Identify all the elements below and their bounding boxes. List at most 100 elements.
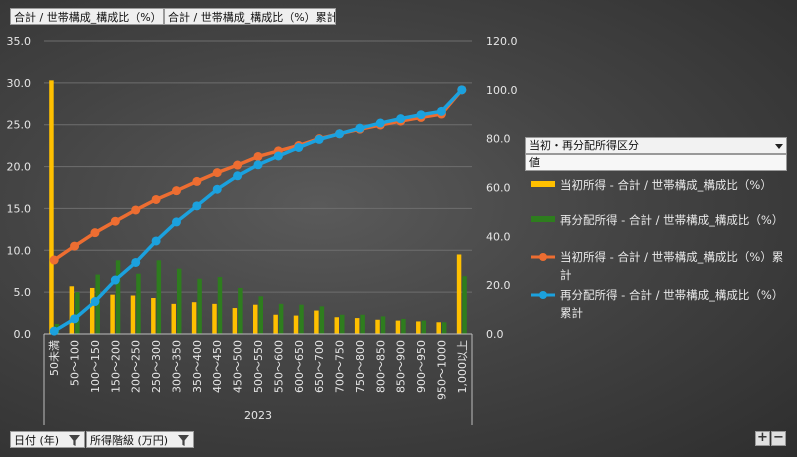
point-redistributed-cumulative bbox=[253, 160, 263, 170]
x-category-label: 650～700 bbox=[313, 340, 326, 393]
bar-redistributed-income bbox=[217, 277, 223, 334]
x-category-label: 100～150 bbox=[89, 340, 102, 393]
x-category-label: 250～300 bbox=[150, 340, 163, 393]
bar-initial-income bbox=[130, 295, 136, 334]
legend-item-label: 再分配所得 - 合計 / 世帯構成_構成比（%） bbox=[560, 213, 784, 227]
legend-field-label: 当初・再分配所得区分 bbox=[529, 139, 639, 152]
bar-redistributed-income bbox=[197, 278, 202, 334]
bar-redistributed-income bbox=[380, 316, 386, 334]
bar-redistributed-income bbox=[238, 287, 243, 334]
legend-field-dropdown[interactable]: 当初・再分配所得区分 bbox=[525, 137, 787, 154]
legend-values-label: 値 bbox=[525, 154, 787, 171]
bar-initial-income bbox=[191, 302, 197, 334]
point-redistributed-cumulative bbox=[375, 118, 385, 128]
point-redistributed-cumulative bbox=[131, 257, 141, 267]
point-redistributed-cumulative bbox=[335, 129, 345, 139]
point-redistributed-cumulative bbox=[233, 171, 243, 181]
x-category-label: 850～900 bbox=[395, 340, 408, 393]
x-category-label: 1,000以上 bbox=[456, 340, 469, 394]
x-category-label: 950～1000 bbox=[435, 340, 448, 400]
point-redistributed-cumulative bbox=[396, 114, 406, 124]
bar-redistributed-income bbox=[441, 322, 447, 334]
expand-button[interactable]: + bbox=[755, 431, 770, 446]
bar-initial-income bbox=[253, 304, 258, 334]
x-category-label: 150～200 bbox=[109, 340, 122, 393]
bar-redistributed-income bbox=[401, 318, 406, 334]
x-category-label: 50未満 bbox=[48, 340, 61, 376]
bar-initial-income bbox=[375, 319, 380, 334]
bar-initial-income bbox=[171, 303, 176, 334]
y-right-tick-label: 60.0 bbox=[486, 182, 511, 195]
bar-redistributed-income bbox=[319, 306, 325, 334]
point-initial-cumulative bbox=[90, 228, 100, 238]
bar-initial-income bbox=[49, 80, 54, 335]
point-initial-cumulative bbox=[171, 186, 181, 196]
point-initial-cumulative bbox=[70, 241, 80, 251]
bar-redistributed-income bbox=[278, 303, 284, 334]
point-initial-cumulative bbox=[110, 216, 120, 226]
bar-redistributed-income bbox=[136, 273, 141, 334]
filter-icon bbox=[69, 435, 80, 446]
legend-item-label: 再分配所得 - 合計 / 世帯構成_構成比（%）累計 bbox=[560, 288, 784, 320]
point-initial-cumulative bbox=[212, 168, 222, 178]
point-initial-cumulative bbox=[233, 160, 243, 170]
legend-line-swatch bbox=[531, 253, 555, 261]
y-left-tick-label: 35.0 bbox=[7, 35, 32, 48]
point-redistributed-cumulative bbox=[212, 184, 222, 194]
bar-redistributed-income bbox=[340, 314, 345, 334]
bar-redistributed-income bbox=[156, 260, 162, 334]
chevron-down-icon bbox=[775, 144, 783, 149]
y-left-tick-label: 20.0 bbox=[7, 161, 32, 174]
bar-initial-income bbox=[89, 287, 95, 334]
x-category-label: 450～500 bbox=[232, 340, 245, 393]
bar-initial-income bbox=[314, 310, 319, 334]
axis-field-year-button[interactable]: 日付 (年) bbox=[10, 431, 85, 448]
x-category-label: 200～250 bbox=[130, 340, 143, 393]
point-redistributed-cumulative bbox=[314, 134, 324, 144]
y-right-tick-label: 100.0 bbox=[486, 84, 518, 97]
x-category-label: 750～800 bbox=[354, 340, 367, 393]
point-initial-cumulative bbox=[253, 151, 263, 161]
point-redistributed-cumulative bbox=[192, 201, 202, 211]
point-redistributed-cumulative bbox=[171, 217, 181, 227]
bar-initial-income bbox=[273, 314, 278, 334]
bar-initial-income bbox=[456, 254, 462, 334]
bar-redistributed-income bbox=[360, 314, 365, 334]
x-category-label: 600～650 bbox=[293, 340, 306, 393]
bar-redistributed-income bbox=[176, 268, 182, 334]
point-redistributed-cumulative bbox=[294, 142, 304, 152]
point-initial-cumulative bbox=[192, 176, 202, 186]
bar-initial-income bbox=[334, 317, 340, 334]
x-category-label: 400～450 bbox=[211, 340, 224, 393]
bar-redistributed-income bbox=[75, 292, 80, 334]
bar-initial-income bbox=[436, 322, 441, 334]
bar-redistributed-income bbox=[299, 304, 304, 334]
point-redistributed-cumulative bbox=[90, 297, 100, 307]
y-right-tick-label: 80.0 bbox=[486, 133, 511, 146]
bar-initial-income bbox=[110, 294, 115, 334]
y-left-tick-label: 25.0 bbox=[7, 119, 32, 132]
collapse-button[interactable]: − bbox=[771, 431, 786, 446]
x-category-label: 900～950 bbox=[415, 340, 428, 393]
bar-initial-income bbox=[69, 286, 75, 334]
point-redistributed-cumulative bbox=[273, 151, 283, 161]
value-field-button-2[interactable]: 合計 / 世帯構成_構成比（%）累計 bbox=[164, 8, 336, 25]
value-field-button-1[interactable]: 合計 / 世帯構成_構成比（%） bbox=[10, 8, 164, 25]
bar-initial-income bbox=[354, 318, 360, 334]
point-redistributed-cumulative bbox=[436, 106, 446, 116]
bar-redistributed-income bbox=[258, 296, 263, 334]
y-left-tick-label: 15.0 bbox=[7, 202, 32, 215]
filter-icon bbox=[178, 435, 189, 446]
bar-redistributed-income bbox=[462, 276, 467, 334]
point-initial-cumulative bbox=[49, 255, 59, 265]
x-category-label: 50～100 bbox=[69, 340, 82, 386]
x-category-label: 550～600 bbox=[272, 340, 285, 393]
point-redistributed-cumulative bbox=[70, 314, 80, 324]
point-redistributed-cumulative bbox=[457, 85, 467, 95]
point-redistributed-cumulative bbox=[49, 326, 59, 336]
x-category-label: 700～750 bbox=[334, 340, 347, 393]
axis-field-income-button[interactable]: 所得階級 (万円) bbox=[86, 431, 194, 448]
bar-redistributed-income bbox=[115, 260, 121, 334]
bar-initial-income bbox=[212, 303, 217, 334]
line-redistributed-cumulative bbox=[53, 88, 464, 333]
